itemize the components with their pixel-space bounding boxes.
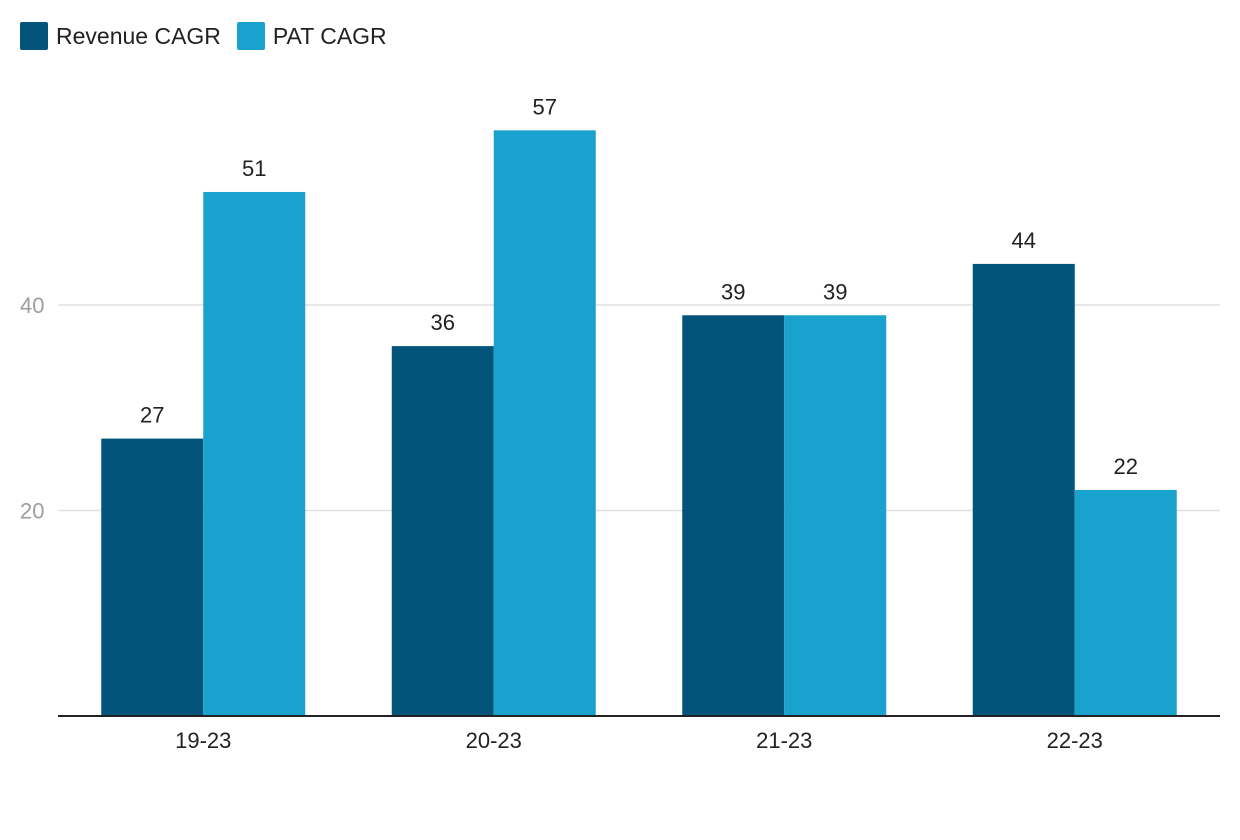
bar-revenue-cagr-22-23: [972, 263, 1075, 716]
data-label-revenue-cagr-21-23: 39: [721, 279, 745, 304]
data-label-pat-cagr-21-23: 39: [823, 279, 847, 304]
x-tick-label-22-23: 22-23: [1047, 728, 1103, 753]
x-tick-label-19-23: 19-23: [175, 728, 231, 753]
bar-pat-cagr-21-23: [784, 315, 887, 716]
legend-item-revenue-cagr: Revenue CAGR: [20, 22, 221, 50]
legend-label-revenue-cagr: Revenue CAGR: [56, 22, 221, 49]
data-label-pat-cagr-22-23: 22: [1114, 454, 1138, 479]
legend-swatch-revenue-cagr: [20, 22, 48, 50]
legend-swatch-pat-cagr: [236, 22, 265, 50]
data-label-pat-cagr-20-23: 57: [533, 94, 557, 119]
legend-label-pat-cagr: PAT CAGR: [272, 22, 387, 49]
bar-revenue-cagr-20-23: [391, 346, 494, 716]
legend: Revenue CAGR PAT CAGR: [20, 22, 387, 50]
bar-pat-cagr-20-23: [493, 130, 596, 716]
data-label-pat-cagr-19-23: 51: [242, 156, 266, 181]
legend-item-pat-cagr: PAT CAGR: [236, 22, 387, 50]
y-tick-label-40: 40: [20, 293, 44, 318]
y-tick-label-20: 20: [20, 499, 44, 524]
bar-pat-cagr-19-23: [203, 191, 306, 717]
bar-pat-cagr-22-23: [1074, 489, 1177, 716]
x-tick-label-21-23: 21-23: [756, 728, 812, 753]
bar-revenue-cagr-21-23: [682, 315, 785, 716]
data-label-revenue-cagr-22-23: 44: [1012, 228, 1036, 253]
data-label-revenue-cagr-20-23: 36: [431, 310, 455, 335]
bar-revenue-cagr-19-23: [101, 438, 204, 716]
data-label-revenue-cagr-19-23: 27: [140, 403, 164, 428]
x-tick-label-20-23: 20-23: [466, 728, 522, 753]
